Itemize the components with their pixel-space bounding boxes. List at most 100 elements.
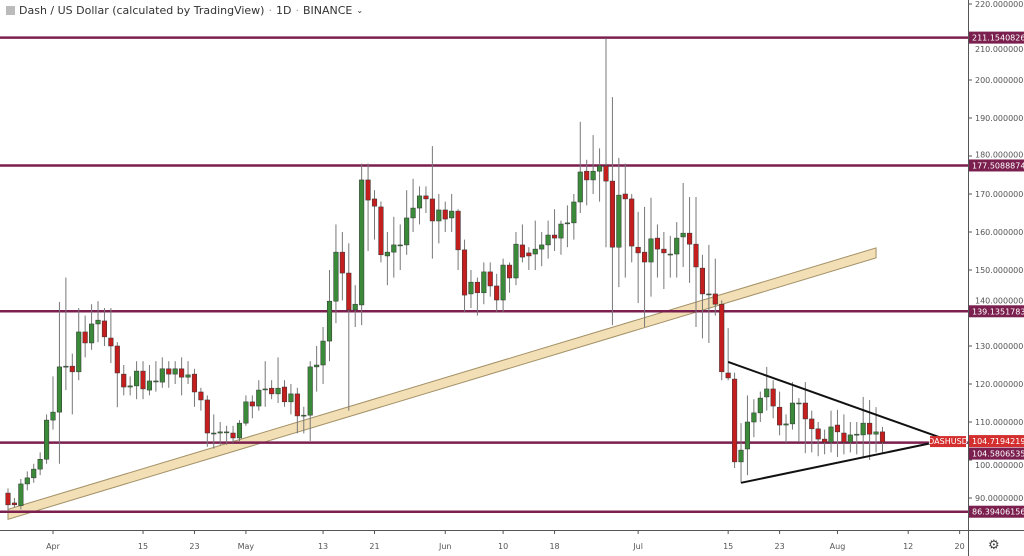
candle [481, 262, 487, 305]
candle-body [506, 264, 513, 279]
y-tick-label: 190.00000000 [975, 114, 1024, 123]
candle [114, 342, 120, 408]
x-tick-label: Aug [830, 542, 846, 551]
candle-body [333, 251, 339, 302]
candle [352, 285, 358, 327]
candle-body [262, 388, 268, 391]
candle [391, 216, 397, 278]
candle-body [18, 483, 24, 506]
x-tick-label: May [238, 542, 255, 551]
y-tick-label: 220.00000000 [975, 0, 1024, 9]
candle [687, 197, 693, 283]
candle-body [847, 434, 853, 443]
x-tick-label: 21 [369, 542, 379, 551]
y-tick-label: 180.00000000 [975, 150, 1024, 159]
candle [442, 201, 448, 232]
candle-body [481, 271, 487, 294]
candle-body [69, 365, 75, 373]
candle-body [82, 331, 88, 344]
candle-body [114, 345, 120, 374]
candle-body [648, 238, 654, 263]
candle [622, 163, 628, 278]
candle [449, 194, 455, 232]
price-axis-bg [968, 0, 1024, 556]
candle [461, 239, 468, 312]
candle-body [706, 293, 712, 296]
candle-body [545, 234, 551, 246]
candle [69, 353, 75, 415]
candle-body [860, 422, 866, 436]
candle-body [249, 401, 255, 407]
candle [378, 201, 384, 263]
x-tick-label: 15 [138, 542, 148, 551]
candle-body [5, 492, 11, 506]
candle [860, 396, 866, 459]
candle-body [11, 502, 17, 506]
candle [204, 395, 210, 447]
candle [339, 232, 345, 301]
candle [397, 224, 403, 270]
interval-label[interactable]: 1D [275, 4, 292, 17]
candle-body [314, 364, 320, 368]
triangle-lower-line [740, 438, 947, 484]
candle [674, 222, 680, 278]
candle-body [680, 232, 686, 238]
y-tick-label: 130.00000000 [975, 342, 1024, 351]
candle-body [597, 165, 603, 172]
candle [185, 361, 191, 384]
candle [37, 452, 43, 476]
candle [44, 414, 50, 464]
candle [828, 410, 834, 453]
candle-body [346, 272, 352, 311]
candle-body [140, 370, 146, 390]
candle [371, 190, 378, 240]
candle-body [654, 237, 660, 250]
candle-body [661, 248, 667, 254]
y-tick-label: 170.00000000 [975, 190, 1024, 199]
candle-body [397, 244, 403, 247]
candle [738, 423, 744, 483]
candle [121, 365, 127, 396]
level-price-label-bg [969, 31, 1024, 44]
candle-body [134, 370, 140, 387]
candle [89, 304, 95, 350]
candle-body [320, 340, 326, 366]
candle-body [371, 198, 378, 207]
candle [532, 220, 538, 270]
level-price-label: 104.58065356 [972, 450, 1024, 459]
y-tick-label: 140.00000000 [975, 296, 1024, 305]
candle-body [629, 198, 635, 247]
candle-body [552, 234, 558, 239]
candle [326, 270, 333, 362]
candle-body [783, 423, 789, 426]
candle-body [693, 243, 699, 268]
candle [513, 232, 519, 286]
candle-body [751, 412, 757, 423]
x-tick-label: 12 [903, 542, 913, 551]
chevron-down-icon[interactable]: ⌄ [356, 6, 364, 15]
x-tick-label: Jul [632, 542, 643, 551]
candle-body [339, 251, 345, 274]
candle-body [539, 244, 545, 250]
candle [404, 190, 410, 255]
candle-body [191, 373, 198, 393]
candle-body [108, 337, 114, 347]
exchange-label[interactable]: BINANCE [302, 4, 353, 17]
y-tick-label: 150.00000000 [975, 266, 1024, 275]
candle [879, 426, 886, 453]
chart-header[interactable]: Dash / US Dollar (calculated by TradingV… [6, 4, 364, 17]
candle [359, 163, 365, 326]
candle [474, 277, 480, 316]
candle [712, 258, 718, 316]
settings-gear-icon[interactable]: ⚙ [988, 538, 1000, 553]
candle-body [777, 406, 783, 426]
candle [82, 315, 88, 358]
symbol-logo-icon [6, 6, 15, 15]
candle [487, 262, 493, 297]
candle-body [822, 438, 828, 443]
candle [552, 209, 558, 251]
candle-body [204, 399, 210, 434]
candle [24, 471, 30, 491]
candle-body [757, 397, 763, 414]
